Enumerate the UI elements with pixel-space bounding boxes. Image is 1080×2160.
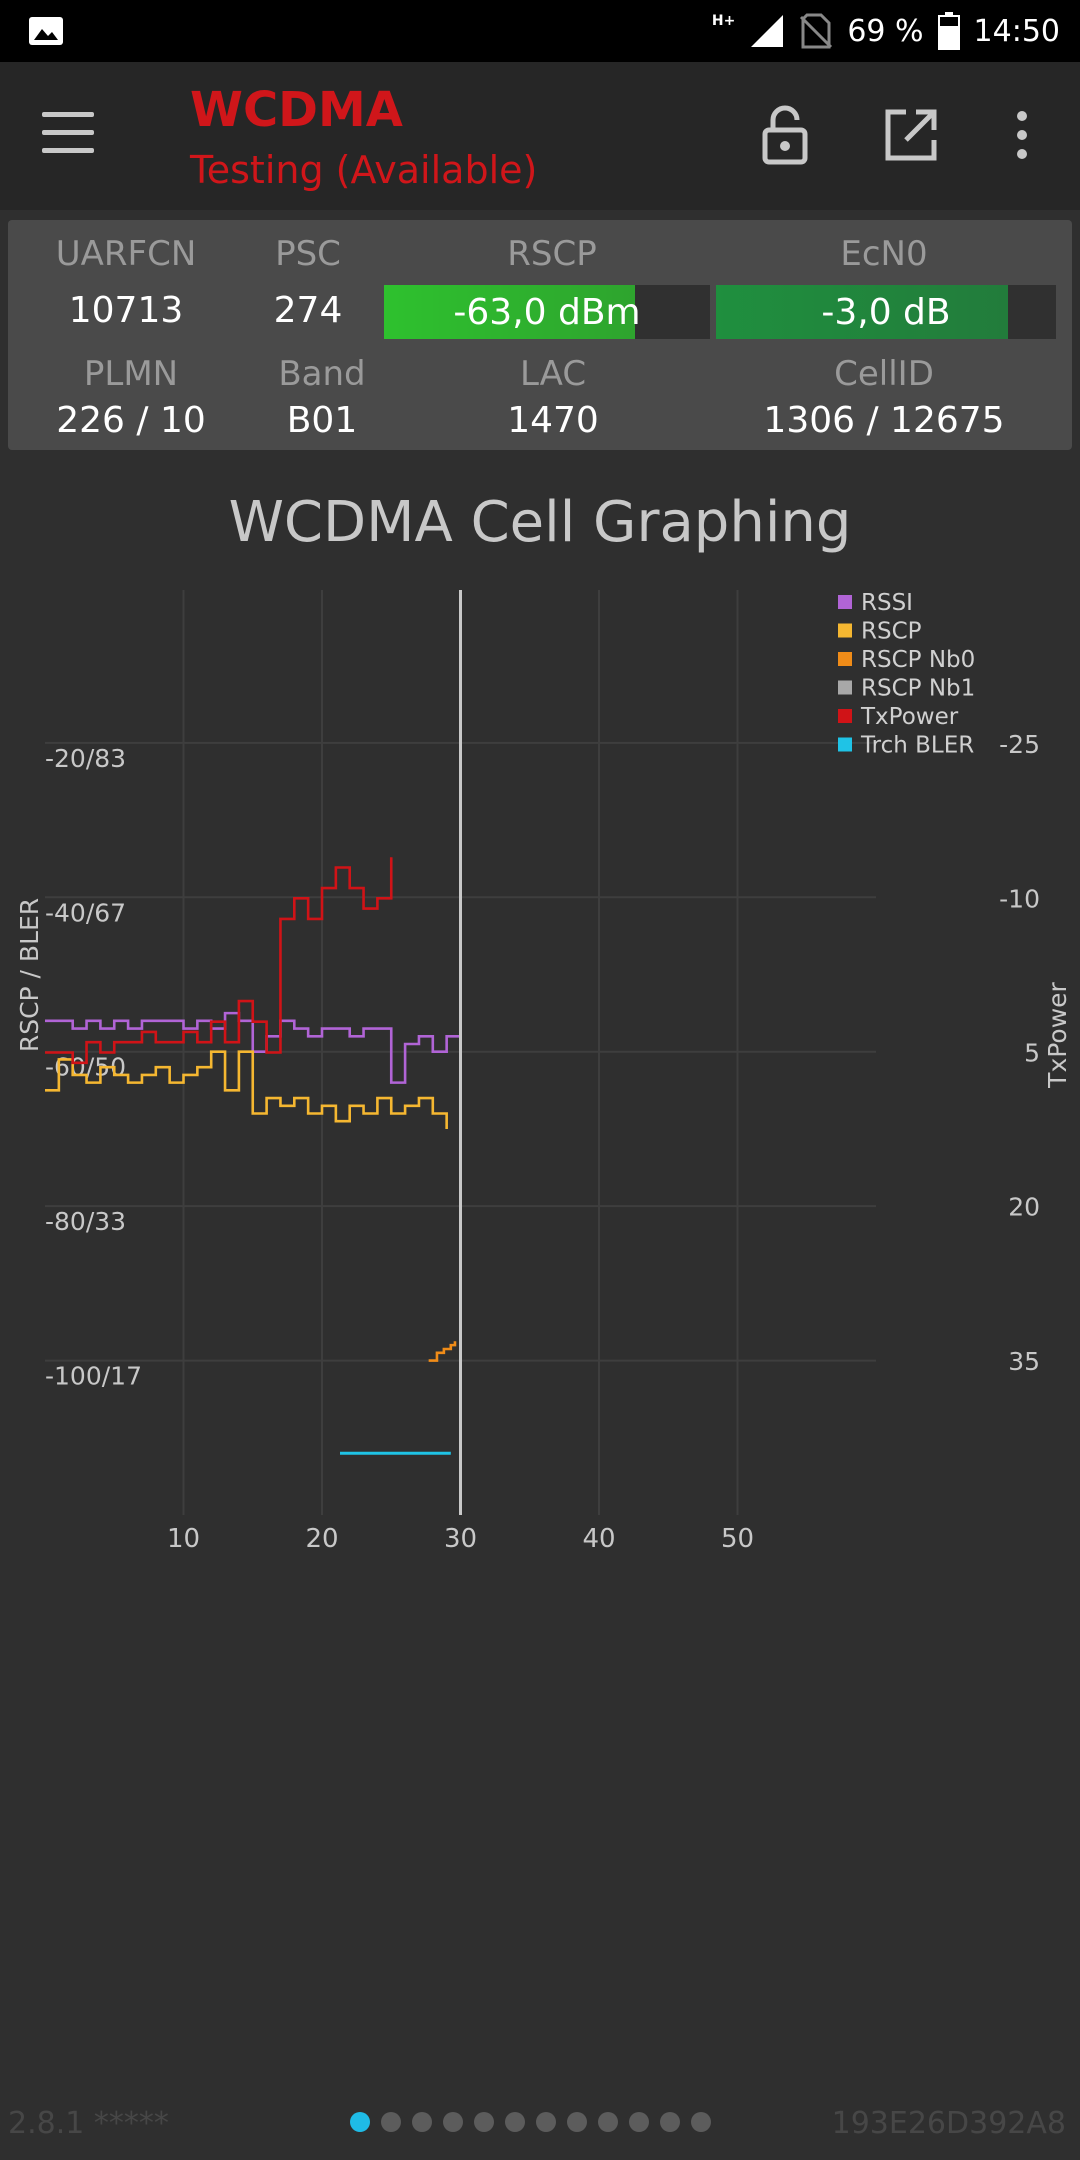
series-line-txpower (45, 857, 393, 1065)
psc-label: PSC (275, 234, 341, 274)
cellid-label: CellID (834, 354, 934, 394)
clock: 14:50 (973, 13, 1060, 49)
device-id: 193E26D392A8 (831, 2106, 1066, 2141)
y-left-axis-label: RSCP / BLER (15, 898, 44, 1052)
app-toolbar: WCDMA Testing (Available) (0, 62, 1080, 210)
band-label: Band (278, 354, 366, 394)
page-dot[interactable] (660, 2112, 680, 2132)
page-dot[interactable] (412, 2112, 432, 2132)
rscp-label: RSCP (507, 234, 597, 274)
uarfcn-value: 10713 (68, 290, 184, 331)
legend-swatch (838, 652, 852, 666)
page-indicator[interactable] (350, 2112, 711, 2132)
legend-item: RSCP Nb0 (861, 647, 975, 673)
x-tick-label: 10 (167, 1524, 200, 1554)
ecn0-label: EcN0 (840, 234, 928, 274)
ecn0-level-fill (716, 285, 1009, 339)
legend-swatch (838, 709, 852, 723)
legend-swatch (838, 680, 852, 695)
rscp-level-bar: -63,0 dBm (384, 285, 710, 339)
plmn-label: PLMN (83, 354, 179, 394)
technology-title: WCDMA (190, 82, 403, 138)
page-dot[interactable] (350, 2112, 370, 2132)
y-left-tick-label: -20/83 (45, 744, 126, 773)
band-value: B01 (286, 400, 358, 441)
y-right-tick-label: 20 (1008, 1193, 1040, 1222)
y-left-tick-label: -100/17 (45, 1362, 142, 1391)
network-type: H+ (711, 13, 736, 29)
battery-percent: 69 % (847, 13, 924, 49)
status-icons: H+ 69 % 14:50 (712, 8, 1060, 54)
hamburger-menu-icon[interactable] (42, 112, 100, 156)
plmn-value: 226 / 10 (56, 400, 206, 441)
page-dot[interactable] (567, 2112, 587, 2132)
page-dot[interactable] (443, 2112, 463, 2132)
battery-icon (937, 12, 960, 50)
legend-item: TxPower (860, 704, 959, 730)
page-dot[interactable] (381, 2112, 401, 2132)
page-dot[interactable] (598, 2112, 618, 2132)
cellid-value: 1306 / 12675 (763, 400, 1005, 441)
legend-swatch (838, 623, 852, 638)
page-dot[interactable] (474, 2112, 494, 2132)
status-bar: H+ 69 % 14:50 (0, 0, 1080, 62)
y-right-tick-label: -10 (999, 884, 1040, 913)
open-external-icon[interactable] (878, 102, 944, 168)
cell-info-panel: UARFCN PSC RSCP EcN0 10713 274 -63,0 dBm… (8, 220, 1072, 450)
x-tick-label: 20 (305, 1524, 338, 1554)
lock-open-icon[interactable] (752, 102, 818, 168)
y-right-tick-label: 5 (1024, 1039, 1040, 1068)
page-dot[interactable] (629, 2112, 649, 2132)
lac-label: LAC (519, 354, 587, 394)
page-dot[interactable] (691, 2112, 711, 2132)
rscp-value: -63,0 dBm (453, 291, 641, 333)
x-tick-label: 30 (444, 1524, 477, 1554)
legend-item: RSCP Nb1 (861, 676, 975, 702)
y-right-tick-label: -25 (999, 730, 1040, 759)
ecn0-value: -3,0 dB (821, 291, 951, 333)
image-notification-icon (29, 17, 63, 45)
chart-title: WCDMA Cell Graphing (228, 490, 852, 555)
legend-item: RSCP (861, 619, 922, 645)
legend-swatch (838, 595, 852, 609)
psc-value: 274 (273, 290, 343, 331)
legend-swatch (838, 737, 852, 752)
no-sim-icon (800, 13, 833, 49)
legend-item: Trch BLER (860, 733, 974, 759)
app-version: 2.8.1 ***** (8, 2106, 169, 2141)
y-right-axis-label: TxPower (1043, 981, 1072, 1088)
series-line-rscp (45, 1050, 448, 1129)
ecn0-level-bar: -3,0 dB (716, 285, 1056, 339)
x-tick-label: 40 (582, 1524, 615, 1554)
y-left-tick-label: -40/67 (45, 898, 126, 927)
series-line-rscp-nb0 (428, 1341, 457, 1362)
status-subtitle: Testing (Available) (190, 148, 538, 192)
more-vertical-icon[interactable] (990, 102, 1050, 168)
uarfcn-label: UARFCN (55, 234, 197, 274)
lac-value: 1470 (507, 400, 599, 441)
y-left-tick-label: -80/33 (45, 1207, 126, 1236)
series-line-rssi (45, 1011, 461, 1084)
x-tick-label: 50 (721, 1524, 754, 1554)
legend-item: RSSI (861, 590, 913, 616)
y-right-tick-label: 35 (1008, 1347, 1040, 1376)
signal-icon (751, 15, 784, 47)
page-dot[interactable] (505, 2112, 525, 2132)
page-dot[interactable] (536, 2112, 556, 2132)
rscp-level-fill (384, 285, 636, 339)
